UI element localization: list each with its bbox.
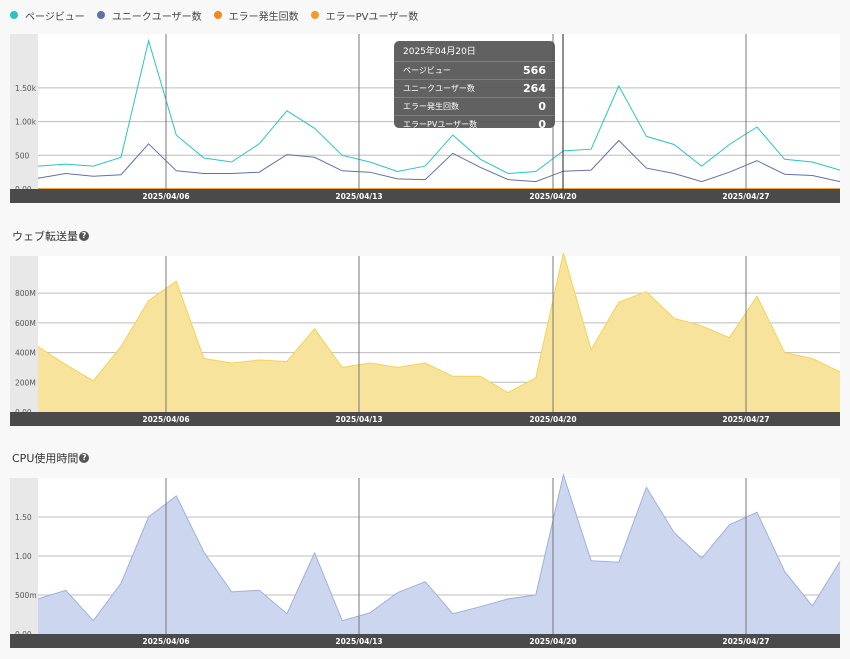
legend-dot-icon xyxy=(213,11,222,19)
help-icon[interactable]: ? xyxy=(79,453,90,463)
series-area xyxy=(38,253,840,412)
tooltip-value: 0 xyxy=(538,100,546,113)
x-axis-bar xyxy=(10,634,840,648)
tooltip-row-error-pv-users: エラーPVユーザー数 0 xyxy=(394,115,555,133)
tooltip-value: 566 xyxy=(523,64,546,77)
y-tick-label: 1.50 xyxy=(15,513,32,522)
legend-item[interactable]: エラーPVユーザー数 xyxy=(310,8,419,23)
tooltip-value: 0 xyxy=(538,118,546,131)
y-tick-label: 400M xyxy=(15,349,36,358)
x-axis-bar xyxy=(10,412,840,426)
tooltip-label: ユニークユーザー数 xyxy=(403,84,475,93)
y-tick-label: 1.00 xyxy=(15,552,32,561)
y-tick-label: 500 xyxy=(15,151,30,160)
y-tick-label: 1.50k xyxy=(15,84,37,93)
x-tick-label: 2025/04/20 xyxy=(529,415,576,424)
web-transfer-chart: 0.00200M400M600M800M2025/04/062025/04/13… xyxy=(10,252,841,426)
x-axis-bar xyxy=(10,189,840,203)
x-tick-label: 2025/04/06 xyxy=(142,637,189,646)
tooltip-row-pageview: ページビュー 566 xyxy=(394,61,555,79)
x-tick-label: 2025/04/20 xyxy=(529,637,576,646)
transfer-section-title: ウェブ転送量 ? xyxy=(12,228,89,244)
legend-dot-icon xyxy=(10,11,18,19)
x-tick-label: 2025/04/13 xyxy=(335,192,382,201)
x-tick-label: 2025/04/27 xyxy=(722,192,769,201)
tooltip-label: エラー発生回数 xyxy=(403,102,459,111)
cpu-title-text: CPU使用時間 xyxy=(12,452,79,465)
legend-dot-icon xyxy=(96,11,105,19)
cpu-section-title: CPU使用時間 ? xyxy=(12,450,90,466)
y-tick-label: 1.00k xyxy=(15,118,37,127)
series-line xyxy=(37,139,841,183)
legend-label: エラーPVユーザー数 xyxy=(325,11,419,23)
tooltip-row-unique-users: ユニークユーザー数 264 xyxy=(394,79,555,97)
y-tick-label: 200M xyxy=(15,378,36,387)
x-tick-label: 2025/04/13 xyxy=(335,637,382,646)
legend-item[interactable]: ページビュー xyxy=(10,8,85,23)
x-tick-label: 2025/04/06 xyxy=(142,192,189,201)
x-tick-label: 2025/04/20 xyxy=(529,192,576,201)
y-tick-label: 800M xyxy=(15,289,36,298)
legend-label: エラー発生回数 xyxy=(228,11,299,23)
series-area xyxy=(38,474,840,634)
tooltip-label: エラーPVユーザー数 xyxy=(403,120,478,129)
help-icon[interactable]: ? xyxy=(79,231,89,241)
legend-label: ページビュー xyxy=(25,11,85,23)
x-tick-label: 2025/04/27 xyxy=(722,637,769,646)
tooltip-label: ページビュー xyxy=(403,66,451,75)
tooltip-value: 264 xyxy=(523,82,546,95)
tooltip-date: 2025年04月20日 xyxy=(403,47,476,57)
y-tick-label: 500m xyxy=(15,591,37,600)
series-line xyxy=(37,38,841,175)
x-tick-label: 2025/04/27 xyxy=(722,415,769,424)
legend-item[interactable]: エラー発生回数 xyxy=(213,8,299,23)
y-axis-band xyxy=(10,478,38,634)
series-line xyxy=(37,473,841,622)
y-axis-band xyxy=(10,256,38,412)
tooltip-row-errors: エラー発生回数 0 xyxy=(394,97,555,115)
chart-tooltip: 2025年04月20日 ページビュー 566 ユニークユーザー数 264 エラー… xyxy=(394,41,555,131)
legend: ページビュー ユニークユーザー数 エラー発生回数 エラーPVユーザー数 xyxy=(10,7,430,23)
x-tick-label: 2025/04/13 xyxy=(335,415,382,424)
y-tick-label: 600M xyxy=(15,319,36,328)
series-line xyxy=(37,252,841,394)
transfer-title-text: ウェブ転送量 xyxy=(12,230,78,243)
legend-label: ユニークユーザー数 xyxy=(111,11,202,23)
x-tick-label: 2025/04/06 xyxy=(142,415,189,424)
legend-dot-icon xyxy=(310,11,319,19)
legend-item[interactable]: ユニークユーザー数 xyxy=(96,8,202,23)
y-axis-band xyxy=(10,34,38,189)
